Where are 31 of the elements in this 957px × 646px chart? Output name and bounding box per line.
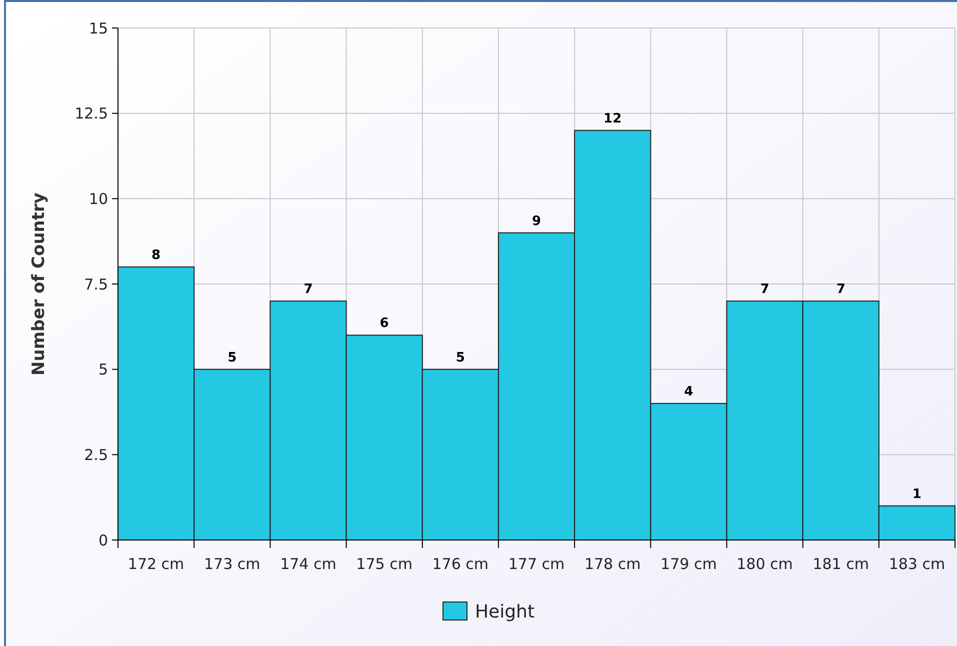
- x-tick-label: 172 cm: [128, 555, 184, 573]
- data-label: 7: [304, 282, 313, 298]
- y-tick-label: 12.5: [74, 104, 108, 123]
- x-tick-label: 183 cm: [888, 555, 946, 573]
- x-tick-label: 178 cm: [584, 555, 641, 573]
- x-tick-label: 176 cm: [432, 555, 489, 573]
- y-tick-label: 10: [88, 190, 108, 208]
- y-tick-label: 2.5: [84, 446, 108, 464]
- data-label: 7: [836, 282, 846, 298]
- x-tick-label: 177 cm: [508, 555, 565, 573]
- data-label: 5: [456, 350, 465, 366]
- data-label: 5: [228, 350, 237, 366]
- x-tick-label: 179 cm: [660, 555, 717, 573]
- x-tick-label: 175 cm: [356, 555, 412, 573]
- data-label: 8: [152, 248, 161, 263]
- y-tick-label: 0: [98, 531, 108, 550]
- x-tick-label: 180 cm: [736, 555, 793, 573]
- x-tick-label: 173 cm: [204, 555, 260, 573]
- y-tick-label: 15: [88, 19, 108, 38]
- data-label: 4: [684, 384, 694, 400]
- data-label: 1: [912, 486, 922, 502]
- x-tick-label: 181 cm: [812, 555, 869, 573]
- data-label: 6: [380, 316, 389, 332]
- data-label: 12: [604, 111, 622, 126]
- data-label: 9: [532, 214, 542, 229]
- x-tick-label: 174 cm: [280, 555, 336, 573]
- y-tick-label: 5: [98, 360, 108, 379]
- legend-label: Height: [475, 601, 535, 622]
- y-tick-label: 7.5: [84, 275, 108, 294]
- data-label: 7: [760, 282, 770, 298]
- y-axis-title: Number of Country: [29, 192, 49, 376]
